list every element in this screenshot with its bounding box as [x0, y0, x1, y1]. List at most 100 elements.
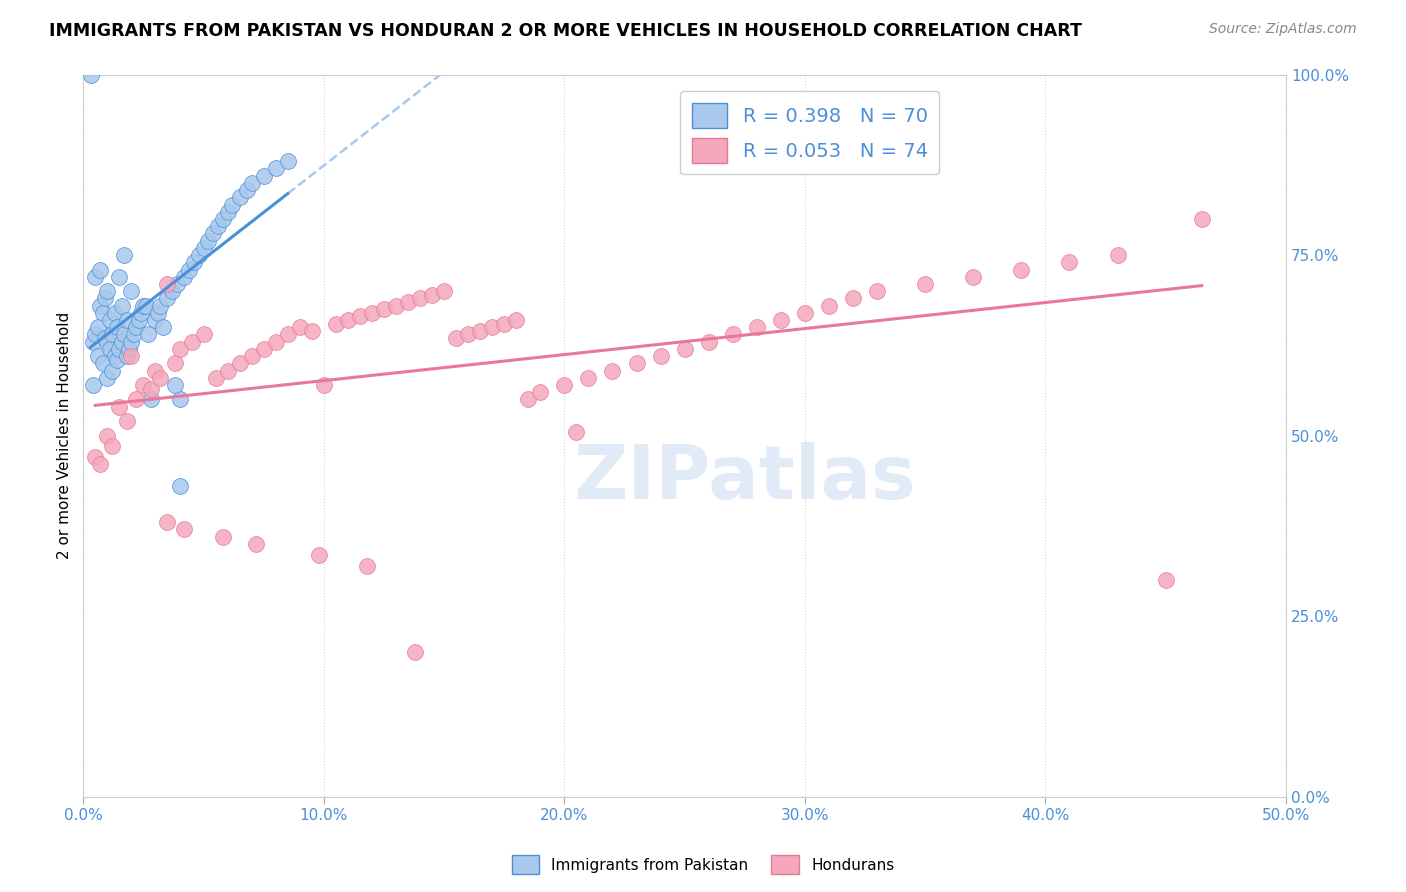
Point: [308, 548, 330, 562]
Point: [101, 363, 124, 377]
Point: [1010, 262, 1032, 277]
Point: [84, 269, 107, 284]
Point: [818, 299, 841, 313]
Point: [385, 299, 408, 313]
Point: [626, 356, 648, 370]
Point: [914, 277, 936, 291]
Point: [152, 320, 174, 334]
Point: [236, 183, 259, 197]
Point: [433, 284, 456, 298]
Point: [396, 295, 419, 310]
Point: [149, 299, 172, 313]
Point: [89, 458, 111, 472]
Point: [162, 284, 184, 298]
Point: [120, 284, 142, 298]
Legend: R = 0.398   N = 70, R = 0.053   N = 74: R = 0.398 N = 70, R = 0.053 N = 74: [681, 92, 939, 175]
Point: [120, 349, 142, 363]
Text: Source: ZipAtlas.com: Source: ZipAtlas.com: [1209, 22, 1357, 37]
Point: [101, 327, 124, 342]
Point: [217, 204, 239, 219]
Legend: Immigrants from Pakistan, Hondurans: Immigrants from Pakistan, Hondurans: [506, 849, 900, 880]
Point: [96, 284, 118, 298]
Point: [82, 378, 104, 392]
Point: [650, 349, 672, 363]
Point: [866, 284, 889, 298]
Point: [169, 392, 191, 407]
Point: [101, 439, 124, 453]
Point: [373, 302, 395, 317]
Point: [240, 349, 263, 363]
Point: [112, 327, 135, 342]
Point: [103, 349, 125, 363]
Point: [132, 378, 155, 392]
Point: [197, 234, 219, 248]
Point: [125, 320, 148, 334]
Y-axis label: 2 or more Vehicles in Household: 2 or more Vehicles in Household: [58, 312, 72, 559]
Point: [228, 356, 250, 370]
Point: [264, 334, 287, 349]
Point: [166, 277, 188, 291]
Point: [301, 324, 323, 338]
Point: [89, 262, 111, 277]
Text: ZIPatlas: ZIPatlas: [574, 442, 917, 516]
Point: [228, 190, 250, 204]
Point: [193, 327, 215, 342]
Point: [409, 292, 432, 306]
Point: [96, 371, 118, 385]
Point: [115, 349, 138, 363]
Point: [135, 299, 157, 313]
Point: [697, 334, 720, 349]
Point: [277, 154, 299, 169]
Point: [169, 342, 191, 356]
Point: [111, 299, 134, 313]
Point: [336, 313, 359, 327]
Point: [204, 371, 226, 385]
Point: [139, 392, 162, 407]
Point: [115, 414, 138, 428]
Point: [962, 269, 984, 284]
Point: [187, 248, 209, 262]
Point: [96, 334, 118, 349]
Point: [82, 334, 104, 349]
Point: [264, 161, 287, 176]
Point: [112, 248, 135, 262]
Point: [125, 392, 148, 407]
Point: [94, 292, 117, 306]
Text: IMMIGRANTS FROM PAKISTAN VS HONDURAN 2 OR MORE VEHICLES IN HOUSEHOLD CORRELATION: IMMIGRANTS FROM PAKISTAN VS HONDURAN 2 O…: [49, 22, 1083, 40]
Point: [180, 334, 202, 349]
Point: [115, 313, 138, 327]
Point: [98, 313, 121, 327]
Point: [146, 306, 169, 320]
Point: [349, 310, 371, 324]
Point: [91, 306, 114, 320]
Point: [132, 299, 155, 313]
Point: [240, 176, 263, 190]
Point: [553, 378, 575, 392]
Point: [87, 320, 110, 334]
Point: [128, 313, 150, 327]
Point: [84, 450, 107, 465]
Point: [145, 313, 167, 327]
Point: [517, 392, 540, 407]
Point: [211, 211, 233, 226]
Point: [156, 292, 179, 306]
Point: [253, 342, 276, 356]
Point: [1154, 573, 1177, 587]
Point: [145, 363, 167, 377]
Point: [96, 428, 118, 442]
Point: [202, 227, 225, 241]
Point: [94, 331, 117, 345]
Point: [122, 327, 145, 342]
Point: [481, 320, 503, 334]
Point: [494, 317, 516, 331]
Point: [207, 219, 229, 234]
Point: [89, 299, 111, 313]
Point: [156, 277, 179, 291]
Point: [277, 327, 299, 342]
Point: [1107, 248, 1129, 262]
Point: [169, 479, 191, 493]
Point: [139, 382, 162, 396]
Point: [457, 327, 479, 342]
Point: [793, 306, 815, 320]
Point: [105, 320, 128, 334]
